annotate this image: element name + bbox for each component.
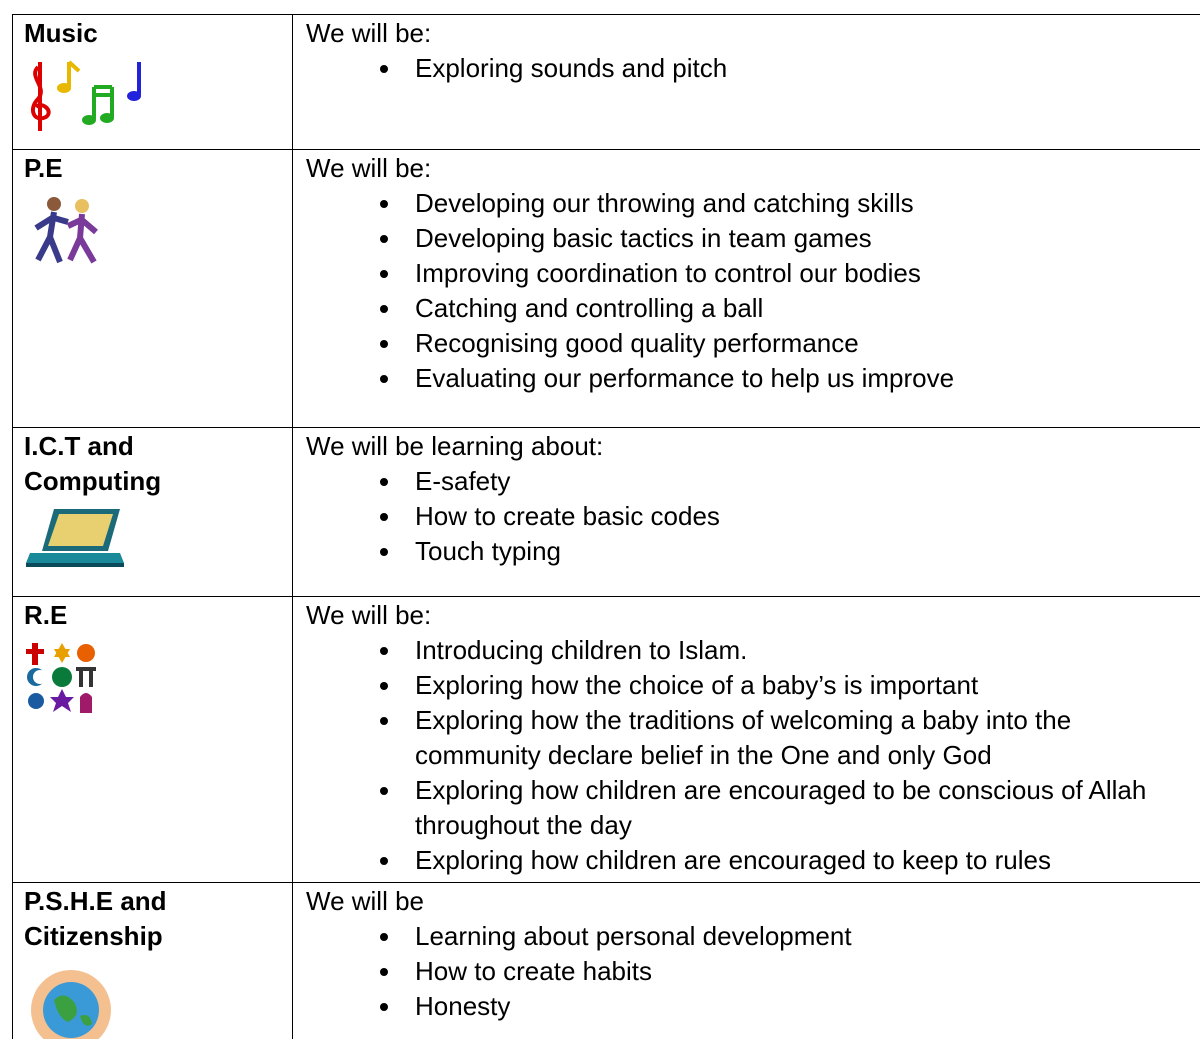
bullet-item: Exploring how the choice of a baby’s is … <box>403 668 1200 703</box>
table-row: P.S.H.E and Citizenship We will beLearnin… <box>12 882 1200 1039</box>
bullet-item: Developing our throwing and catching ski… <box>403 186 1200 221</box>
subject-icon <box>24 639 292 728</box>
bullet-item: E-safety <box>403 464 1200 499</box>
subject-cell: I.C.T and Computing <box>12 427 293 597</box>
description-cell: We will be:Exploring sounds and pitch <box>292 14 1200 150</box>
bullet-list: Exploring sounds and pitch <box>306 51 1200 86</box>
table-row: Music We will be:Exploring sounds and pit… <box>12 14 1200 150</box>
intro: We will be: <box>306 153 432 183</box>
description-cell: We will be:Developing our throwing and c… <box>292 149 1200 428</box>
subject-cell: R.E <box>12 596 293 883</box>
subject: R.E <box>24 600 68 630</box>
subject: Music <box>24 18 98 48</box>
bullet-item: Developing basic tactics in team games <box>403 221 1200 256</box>
bullet-item: Learning about personal development <box>403 919 1200 954</box>
bullet-list: Learning about personal developmentHow t… <box>306 919 1200 1024</box>
subject-cell: P.E <box>12 149 293 428</box>
subject-cell: Music <box>12 14 293 150</box>
bullet-item: How to create habits <box>403 954 1200 989</box>
table-row: I.C.T and Computing We will be learning a… <box>12 427 1200 597</box>
bullet-list: Developing our throwing and catching ski… <box>306 186 1200 396</box>
bullet-item: Exploring sounds and pitch <box>403 51 1200 86</box>
bullet-item: Introducing children to Islam. <box>403 633 1200 668</box>
subject-icon <box>24 505 292 579</box>
subject-cell: P.S.H.E and Citizenship <box>12 882 293 1039</box>
table-row: R.E We will be:Introducing children to Is… <box>12 596 1200 883</box>
subject-icon <box>24 192 292 276</box>
subject-icon <box>24 960 292 1039</box>
subject: P.E <box>24 153 63 183</box>
table-row: P.E We will be:Developing our throwing an… <box>12 149 1200 428</box>
intro: We will be: <box>306 18 432 48</box>
bullet-item: Improving coordination to control our bo… <box>403 256 1200 291</box>
subject: P.S.H.E and Citizenship <box>24 886 167 951</box>
intro: We will be <box>306 886 425 916</box>
bullet-item: Evaluating our performance to help us im… <box>403 361 1200 396</box>
bullet-list: E-safetyHow to create basic codesTouch t… <box>306 464 1200 569</box>
bullet-item: Exploring how the traditions of welcomin… <box>403 703 1200 773</box>
bullet-item: Honesty <box>403 989 1200 1024</box>
subject: I.C.T and Computing <box>24 431 162 496</box>
description-cell: We will be learning about:E-safetyHow to… <box>292 427 1200 597</box>
bullet-item: How to create basic codes <box>403 499 1200 534</box>
description-cell: We will be:Introducing children to Islam… <box>292 596 1200 883</box>
description-cell: We will beLearning about personal develo… <box>292 882 1200 1039</box>
bullet-item: Recognising good quality performance <box>403 326 1200 361</box>
bullet-item: Exploring how children are encouraged to… <box>403 773 1200 843</box>
intro: We will be: <box>306 600 432 630</box>
bullet-list: Introducing children to Islam.Exploring … <box>306 633 1200 878</box>
intro: We will be learning about: <box>306 431 604 461</box>
bullet-item: Touch typing <box>403 534 1200 569</box>
subject-icon <box>24 57 292 141</box>
bullet-item: Catching and controlling a ball <box>403 291 1200 326</box>
bullet-item: Exploring how children are encouraged to… <box>403 843 1200 878</box>
